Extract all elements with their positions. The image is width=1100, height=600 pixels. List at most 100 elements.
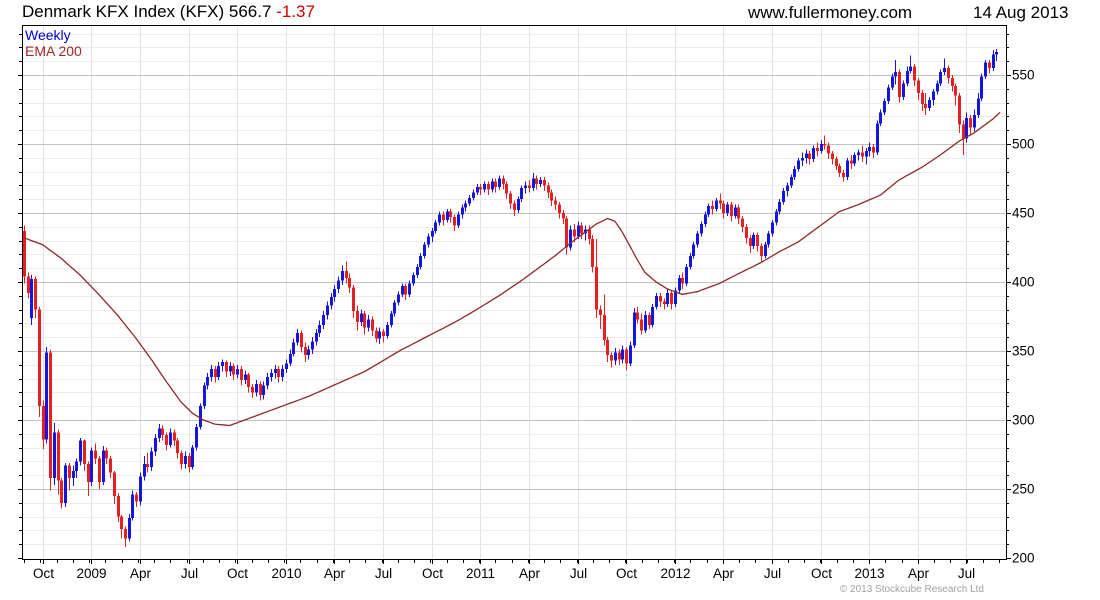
- candle-body: [588, 229, 591, 240]
- candle-body: [120, 516, 123, 530]
- candle-body: [427, 236, 430, 245]
- candle-body: [932, 91, 935, 100]
- candle-body: [808, 153, 811, 160]
- site-link[interactable]: www.fullermoney.com: [748, 3, 913, 22]
- y-axis-label: 450: [1012, 206, 1035, 221]
- candle-body: [838, 166, 841, 173]
- candle-body: [670, 293, 673, 305]
- candle-body: [165, 435, 168, 445]
- chart-legend: Weekly EMA 200: [25, 27, 82, 59]
- candle-body: [853, 155, 856, 164]
- candle-body: [191, 447, 194, 467]
- candle-body: [591, 239, 594, 267]
- plot-border: [22, 25, 1007, 560]
- candle-body: [879, 112, 882, 124]
- candle-body: [894, 72, 897, 77]
- candle-body: [292, 342, 295, 354]
- candle-body: [330, 297, 333, 306]
- candle-body: [524, 185, 527, 189]
- candle-body: [38, 309, 41, 407]
- candle-body: [318, 324, 321, 334]
- candle-body: [704, 214, 707, 225]
- x-axis-label: Apr: [713, 566, 735, 581]
- candle-body: [936, 83, 939, 92]
- x-axis-ticks: [24, 559, 1000, 564]
- ema-legend-label: EMA 200: [25, 43, 82, 59]
- candle-body: [868, 146, 871, 151]
- x-axis-label: Jul: [764, 566, 781, 581]
- candle-body: [386, 324, 389, 336]
- y-axis-label: 300: [1012, 413, 1035, 428]
- candle-body: [161, 428, 164, 436]
- x-axis-label: Jul: [181, 566, 198, 581]
- candle-body: [262, 385, 265, 396]
- candle-body: [393, 302, 396, 314]
- candle-body: [939, 72, 942, 84]
- candle-body: [277, 368, 280, 378]
- candle-body: [214, 368, 217, 378]
- candle-body: [371, 319, 374, 331]
- chart-title: Denmark KFX Index (KFX) 566.7 -1.37: [22, 2, 315, 22]
- y-axis-labels: 550 500 450 400 350 300 250 200: [1012, 68, 1035, 566]
- candle-body: [782, 190, 785, 202]
- candle-body: [640, 319, 643, 331]
- x-axis-label: Oct: [811, 566, 832, 581]
- candle-body: [72, 471, 75, 478]
- candle-body: [857, 152, 860, 156]
- candle-body: [988, 62, 991, 69]
- candle-body: [621, 349, 624, 360]
- candle-body: [550, 192, 553, 201]
- candle-body: [764, 244, 767, 256]
- candle-body: [517, 199, 520, 211]
- candle-body: [188, 455, 191, 467]
- candle-body: [558, 204, 561, 213]
- candle-body: [438, 214, 441, 223]
- candle-body: [247, 374, 250, 387]
- candle-body: [569, 229, 572, 248]
- candle-body: [289, 353, 292, 364]
- candle-body: [678, 277, 681, 291]
- candle-body: [951, 77, 954, 87]
- candle-body: [311, 341, 314, 350]
- candle-body: [816, 148, 819, 151]
- candle-body: [382, 331, 385, 336]
- candle-body: [300, 333, 303, 347]
- candle-body: [225, 362, 228, 372]
- candle-body: [416, 266, 419, 276]
- candle-body: [928, 99, 931, 109]
- candle-body: [719, 200, 722, 204]
- candle-body: [367, 319, 370, 328]
- candle-body: [498, 178, 501, 187]
- candle-body: [633, 312, 636, 346]
- candle-body: [618, 352, 621, 360]
- candle-body: [528, 185, 531, 189]
- x-axis-labels: Oct 2009 Apr Jul Oct 2010 Apr Jul Oct 2011 Apr Jul O…: [33, 566, 975, 581]
- candle-body: [307, 349, 310, 356]
- candle-body: [449, 211, 452, 218]
- candle-body: [749, 237, 752, 247]
- candle-body: [906, 70, 909, 84]
- candle-body: [453, 217, 456, 226]
- candle-body: [487, 184, 490, 190]
- x-axis-label: Oct: [33, 566, 54, 581]
- candle-body: [98, 458, 101, 483]
- candle-body: [614, 352, 617, 361]
- candle-body: [726, 204, 729, 213]
- candle-body: [820, 144, 823, 151]
- candle-body: [251, 386, 254, 393]
- candle-body: [408, 283, 411, 295]
- candle-body: [532, 178, 535, 189]
- candle-body: [221, 362, 224, 367]
- candle-body: [217, 366, 220, 378]
- y-axis-label: 400: [1012, 275, 1035, 290]
- candle-body: [442, 214, 445, 220]
- candle-body: [778, 201, 781, 212]
- candle-body: [995, 51, 998, 55]
- chart-change-value: -1.37: [276, 2, 315, 21]
- candle-body: [419, 255, 422, 267]
- candle-body: [562, 213, 565, 219]
- candle-body: [539, 179, 542, 185]
- candle-body: [969, 117, 972, 128]
- candle-body: [715, 200, 718, 209]
